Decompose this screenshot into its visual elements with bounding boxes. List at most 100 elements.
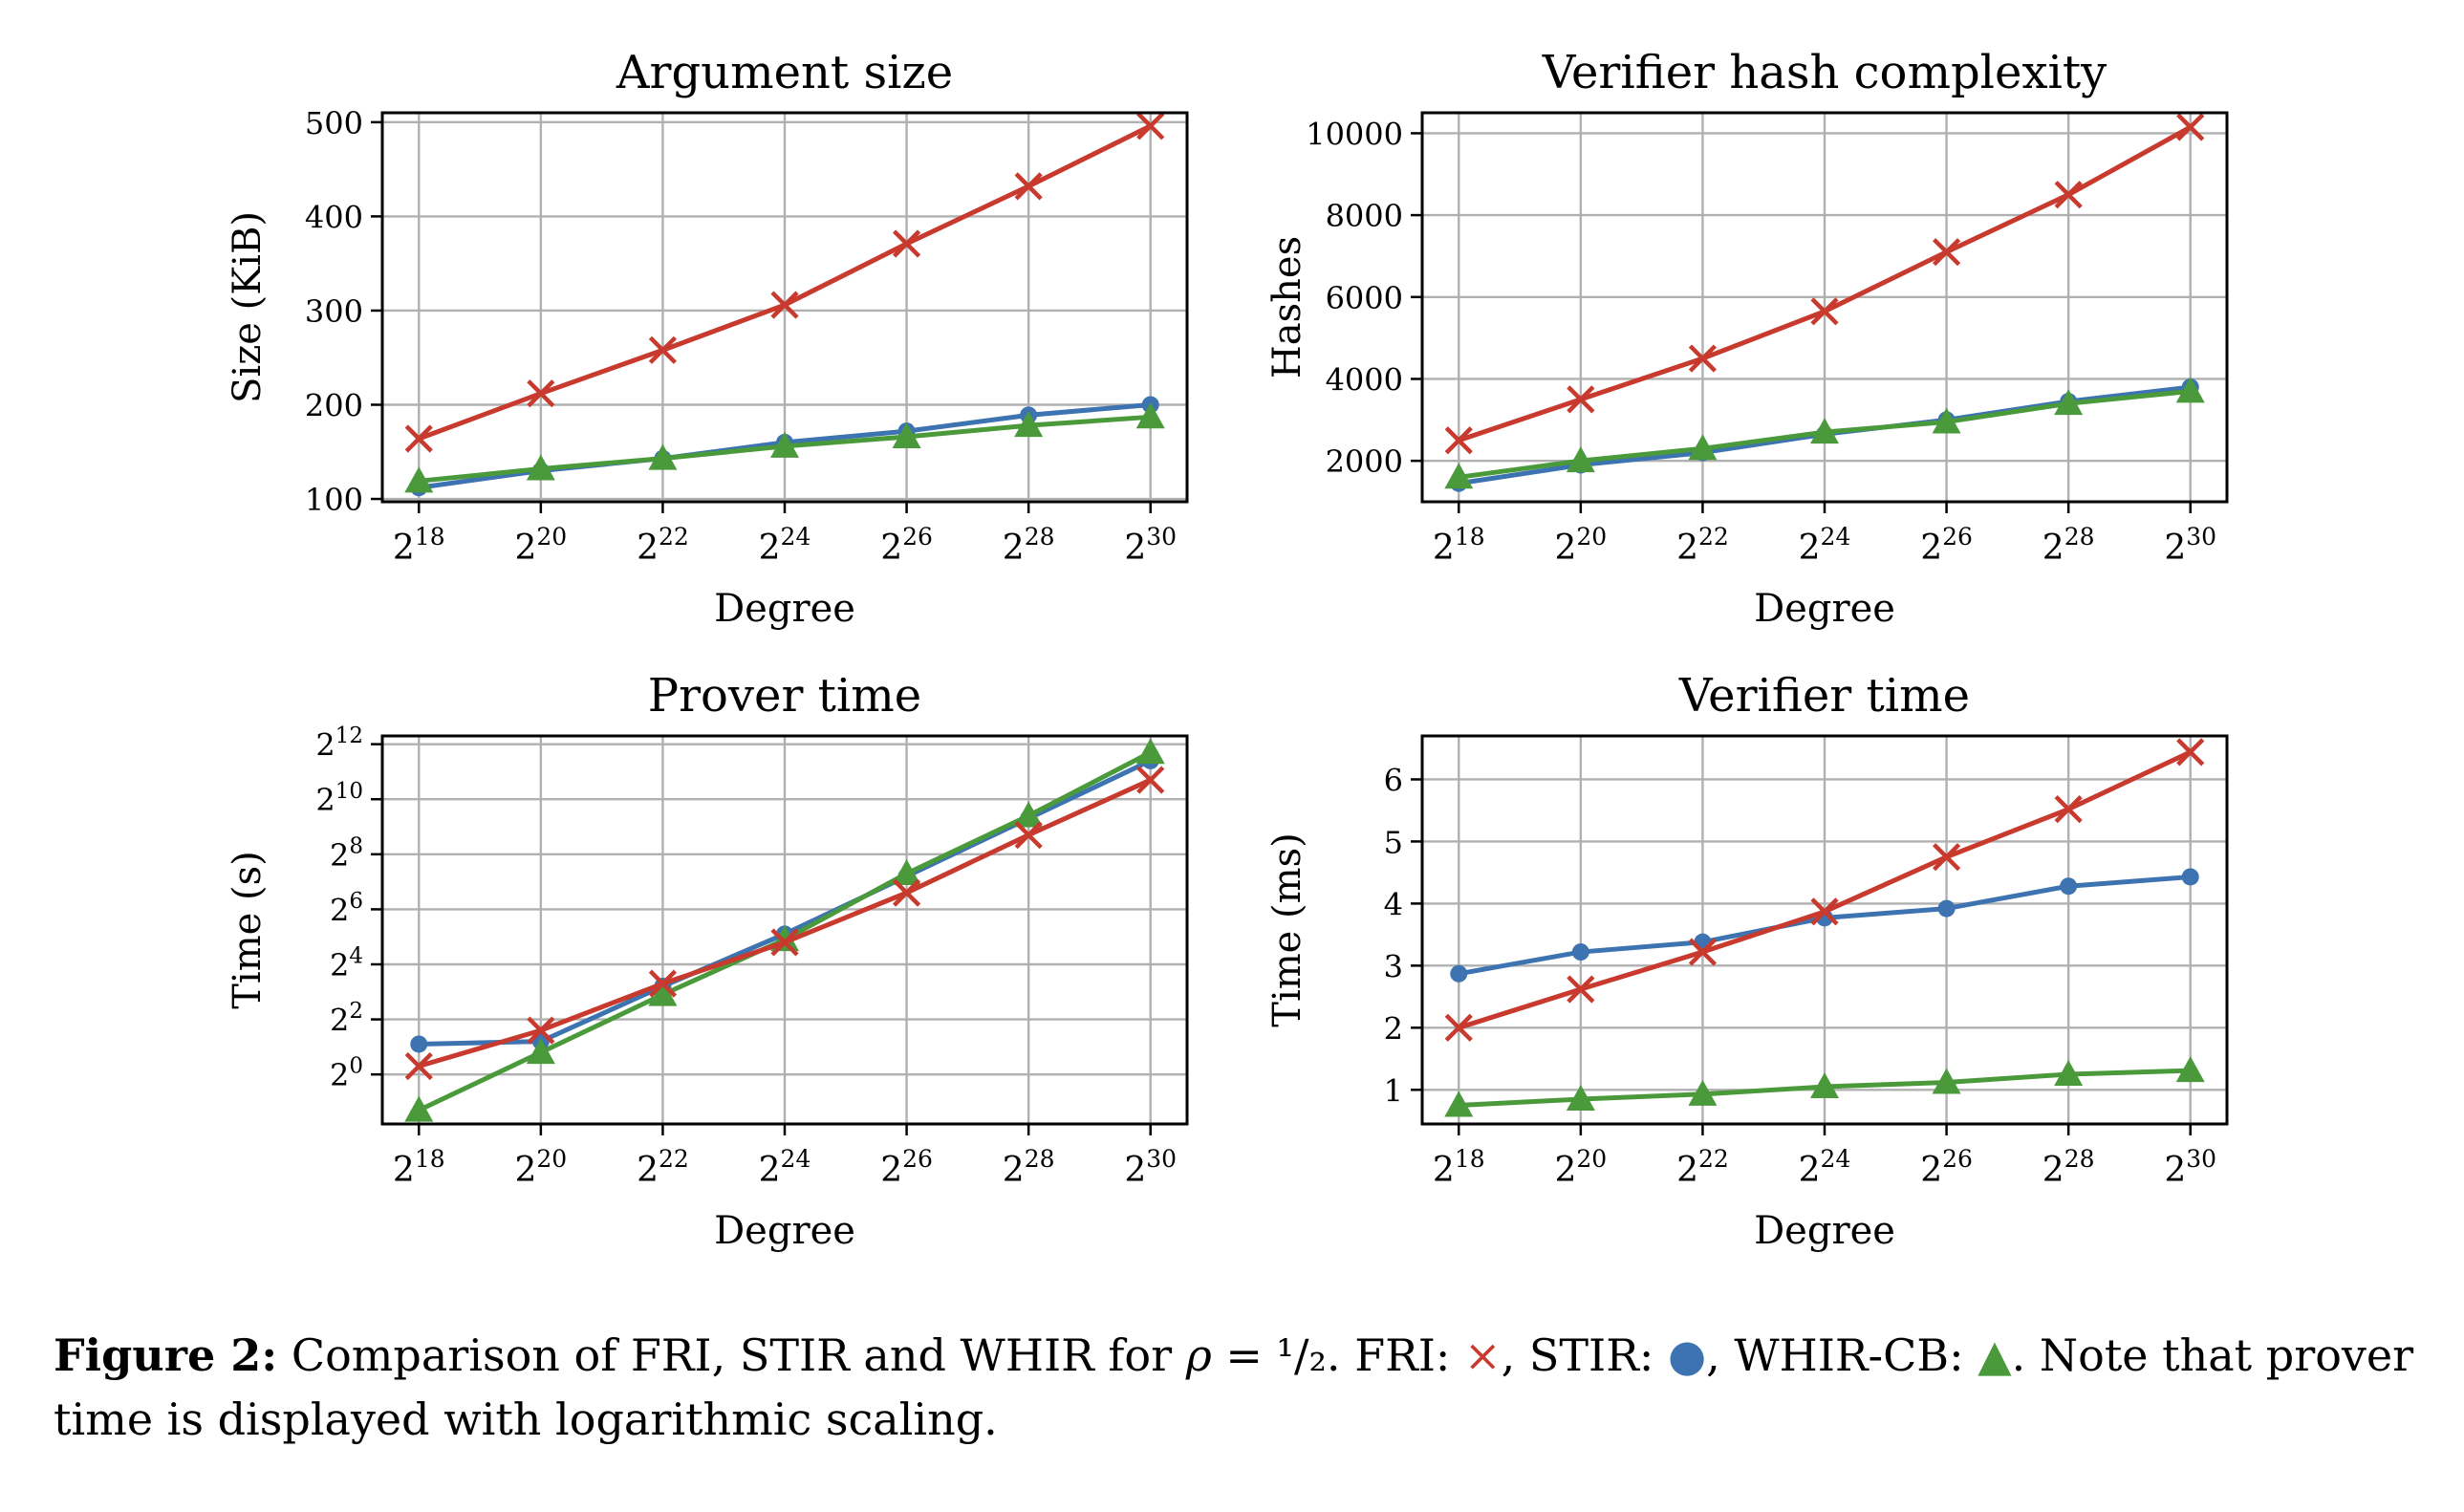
x-tick-label: 218 [1433,1145,1485,1190]
x-tick-label-exponent: 28 [2064,1145,2095,1173]
x-tick-label-exponent: 28 [1025,1145,1055,1173]
fri-data-point [404,424,433,453]
x-tick-label-exponent: 26 [1942,523,1973,551]
chart-title: Verifier hash complexity [1542,46,2107,99]
y-tick-label: 200 [305,387,363,423]
x-tick-label-base: 2 [1920,1151,1942,1190]
fri-data-point [527,1016,555,1045]
x-tick-label-base: 2 [1124,1151,1146,1190]
whir-data-point [1932,1068,1961,1094]
chart-panel-2: 218 220 222 224 226 228 2302000400060008000100… [1265,46,2229,631]
x-tick-label-exponent: 22 [659,523,689,551]
whir-data-point [404,1095,434,1122]
whir-data-point [2175,1056,2205,1083]
x-tick-label-base: 2 [1003,529,1025,568]
x-tick-label: 222 [1676,1145,1729,1190]
fri-data-point [770,291,799,319]
y-tick-label: 210 [315,779,363,818]
x-tick-label: 218 [393,1145,445,1190]
y-tick-label-base: 2 [330,1003,349,1039]
fri-data-point [1444,426,1473,455]
x-tick-label: 228 [2043,1145,2095,1190]
x-tick-label-exponent: 26 [902,523,933,551]
y-tick-label: 3 [1384,948,1403,984]
x-tick-label-base: 2 [1433,1151,1455,1190]
stir-legend-marker: ● [1667,1329,1707,1381]
y-axis-label: Time (ms) [1265,832,1309,1026]
chart-title: Verifier time [1678,669,1970,723]
x-tick-label-exponent: 22 [659,1145,689,1173]
x-tick-label-base: 2 [1676,1151,1698,1190]
x-tick-label: 226 [1920,1145,1973,1190]
x-tick-label: 226 [1920,523,1973,568]
chart-panel-3: 218 220 222 224 226 228 2302022242628210212Pro… [226,669,1189,1253]
x-tick-label-exponent: 20 [536,523,567,551]
y-tick-label-exponent: 12 [335,724,363,748]
x-tick-label-base: 2 [1799,529,1821,568]
y-tick-label: 4000 [1326,361,1403,398]
x-tick-label: 218 [1433,523,1485,568]
whir-data-point [892,858,921,885]
caption-rho: ρ [1185,1329,1212,1381]
y-tick-label: 6 [1384,762,1403,798]
x-tick-label-exponent: 20 [536,1145,567,1173]
x-tick-label-exponent: 28 [1025,523,1055,551]
stir-data-point [1450,964,1468,983]
fri-data-point [1444,1013,1473,1042]
whir-data-point [1810,1072,1839,1099]
y-tick-label-exponent: 2 [349,999,363,1024]
caption-text-a: Comparison of FRI, STIR and WHIR for [291,1329,1173,1381]
x-tick-label-exponent: 18 [1455,1145,1485,1173]
stir-data-point [1571,943,1589,961]
x-tick-label-base: 2 [2043,529,2064,568]
x-tick-label: 224 [759,1145,811,1190]
y-tick-label: 4 [1384,886,1403,922]
x-tick-label: 230 [2164,1145,2216,1190]
x-tick-label-exponent: 28 [2064,523,2095,551]
x-tick-label: 218 [393,523,445,568]
x-tick-label-base: 2 [2164,1151,2186,1190]
whir-data-point [1688,434,1718,461]
x-tick-label-base: 2 [637,1151,659,1190]
whir-data-point [1444,463,1474,489]
y-tick-label-exponent: 6 [349,889,363,914]
y-tick-label: 20 [330,1054,363,1093]
x-tick-label-base: 2 [637,529,659,568]
x-tick-label-base: 2 [393,1151,415,1190]
caption-fri-label: FRI: [1354,1329,1451,1381]
fri-data-point [648,335,678,364]
y-tick-label: 1 [1384,1072,1403,1109]
x-tick-label-base: 2 [1003,1151,1025,1190]
y-tick-label-base: 200 [305,387,363,423]
y-tick-label: 2 [1384,1010,1403,1047]
caption-whir-label: WHIR-CB: [1734,1329,1964,1381]
whir-data-point [1444,1091,1474,1117]
chart-title: Prover time [648,669,921,723]
fri-data-point [1688,344,1718,373]
caption-text-b: = ¹/₂. [1225,1329,1341,1381]
x-tick-label-exponent: 24 [781,1145,811,1173]
fri-data-point [1810,297,1839,326]
fri-data-point [2054,181,2083,209]
y-tick-label-exponent: 8 [349,833,363,858]
whir-data-point [1810,418,1839,444]
fri-data-point [648,969,678,998]
fri-data-point [1136,766,1165,794]
fri-data-point [1810,897,1839,926]
fri-data-point [1014,821,1043,850]
x-tick-label-exponent: 24 [781,523,811,551]
fri-data-point [2176,113,2205,141]
y-tick-label: 5 [1384,824,1403,860]
chart-panel-1: 218 220 222 224 226 228 230100200300400500Argu… [226,46,1189,631]
whir-data-point [526,1038,555,1065]
fri-data-point [1567,385,1595,414]
fri-data-point [527,379,555,408]
x-tick-label: 230 [1124,1145,1177,1190]
x-tick-label-base: 2 [2164,529,2186,568]
whir-data-point [892,422,921,449]
figure: 218 220 222 224 226 228 230100200300400500Argu… [226,46,2229,1253]
fri-data-point [1688,938,1718,966]
y-tick-label-exponent: 4 [349,944,363,969]
x-tick-label-base: 2 [1554,529,1576,568]
